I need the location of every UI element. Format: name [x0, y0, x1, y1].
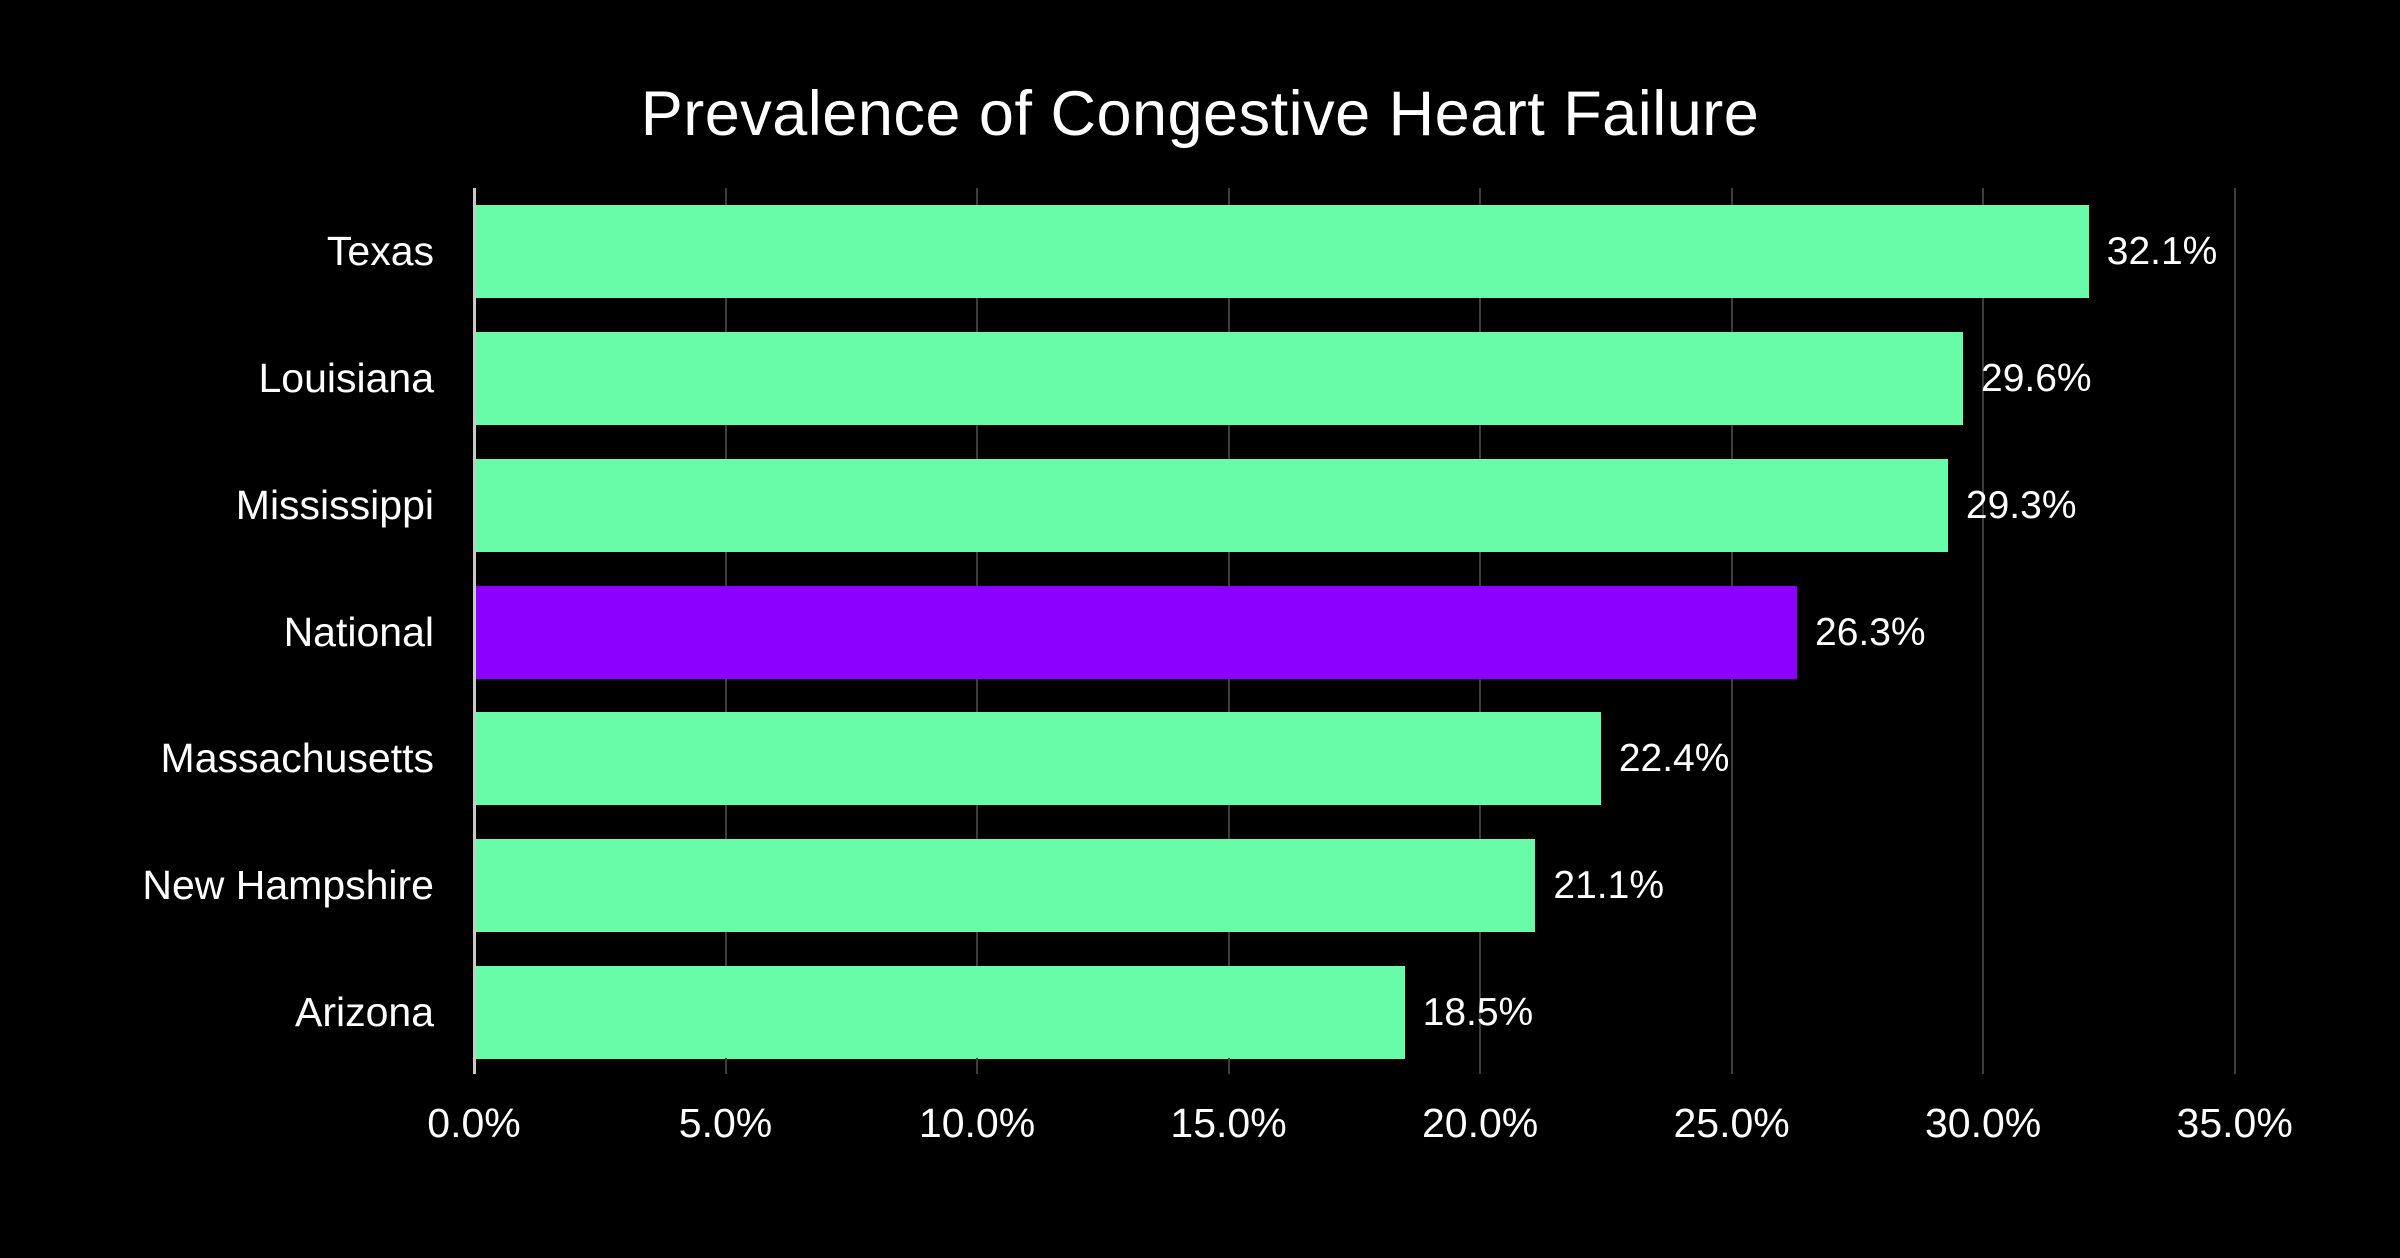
tick-mark-30.0%	[1982, 1058, 1985, 1074]
value-label-arizona: 18.5%	[1422, 991, 1534, 1035]
value-label-mississippi: 29.3%	[1965, 483, 2077, 527]
tick-mark-20.0%	[1479, 1058, 1482, 1074]
gridline-35.0%	[2233, 188, 2236, 1058]
bar-row-national: 26.3%	[474, 585, 2290, 679]
value-label-texas: 32.1%	[2106, 230, 2218, 273]
value-label-louisiana: 29.6%	[1981, 356, 2092, 400]
category-label-louisiana: Louisiana	[258, 354, 434, 401]
category-label-national: National	[283, 608, 434, 655]
bar-new-hampshire	[474, 839, 1536, 933]
tick-mark-25.0%	[1730, 1058, 1733, 1074]
category-label-mississippi: Mississippi	[235, 481, 434, 528]
category-label-new-hampshire: New Hampshire	[142, 862, 434, 909]
value-label-massachusetts: 22.4%	[1618, 737, 1730, 781]
plot-area: 32.1% 29.6% 29.3% 26.3% 22.4% 21.1% 18.5%	[474, 188, 2290, 1060]
tick-mark-35.0%	[2233, 1058, 2236, 1074]
x-tick-label: 10.0%	[918, 1100, 1036, 1146]
tick-mark-15.0%	[1227, 1058, 1230, 1074]
tick-mark-5.0%	[724, 1058, 727, 1074]
bar-arizona	[474, 966, 1405, 1060]
x-tick-label: 20.0%	[1421, 1100, 1539, 1146]
bar-mississippi	[474, 458, 1948, 552]
category-label-arizona: Arizona	[294, 989, 434, 1036]
category-label-texas: Texas	[326, 228, 434, 274]
x-tick-label: 25.0%	[1673, 1100, 1790, 1146]
bar-massachusetts	[474, 712, 1601, 806]
gridline-30.0%	[1982, 188, 1985, 1058]
value-label-national: 26.3%	[1815, 610, 1926, 654]
value-label-new-hampshire: 21.1%	[1553, 864, 1665, 908]
bar-row-arizona: 18.5%	[474, 966, 2290, 1060]
x-tick-label: 35.0%	[2176, 1100, 2293, 1146]
bar-row-louisiana: 29.6%	[474, 331, 2290, 425]
tick-mark-10.0%	[976, 1058, 979, 1074]
x-tick-label: 15.0%	[1170, 1100, 1287, 1146]
category-label-massachusetts: Massachusetts	[160, 735, 434, 782]
x-tick-label: 0.0%	[427, 1100, 521, 1146]
bar-row-massachusetts: 22.4%	[474, 712, 2290, 806]
bar-row-new-hampshire: 21.1%	[474, 839, 2290, 933]
x-tick-label: 30.0%	[1925, 1100, 2042, 1146]
chart-title: Prevalence of Congestive Heart Failure	[640, 79, 1760, 149]
bar-row-texas: 32.1%	[474, 205, 2290, 298]
x-tick-label: 5.0%	[678, 1100, 773, 1146]
bar-louisiana	[474, 331, 1964, 425]
highlighted-bar-national	[474, 585, 1797, 679]
bar-texas	[474, 205, 2089, 298]
bar-row-mississippi: 29.3%	[474, 458, 2290, 552]
y-axis-line	[473, 188, 476, 1074]
